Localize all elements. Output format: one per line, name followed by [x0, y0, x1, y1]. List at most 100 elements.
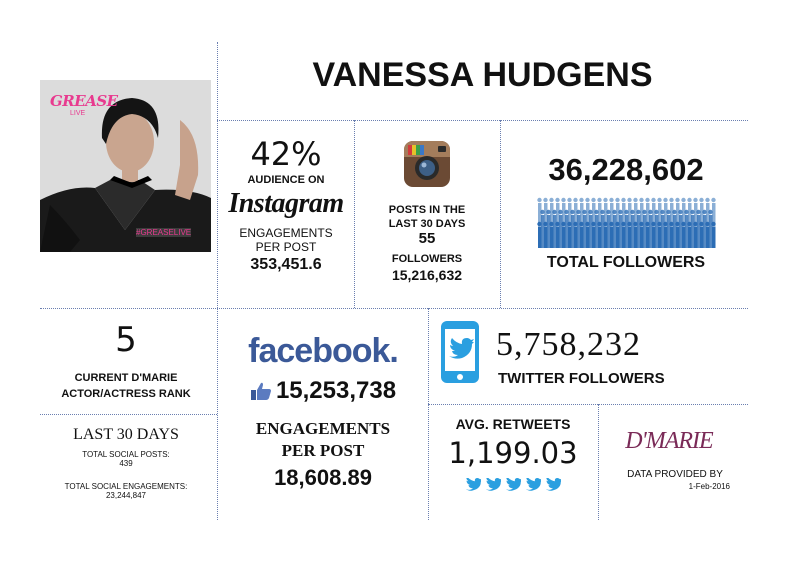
follower-figure-body	[562, 227, 566, 248]
fb-engagements-label-line2: PER POST	[281, 441, 365, 460]
follower-figure-head	[681, 221, 686, 227]
follower-figure-head	[660, 209, 665, 215]
follower-figure-head	[636, 209, 641, 215]
follower-figure-head	[645, 221, 650, 227]
follower-figure-body	[673, 215, 677, 248]
last-30-days-panel: LAST 30 DAYS TOTAL SOCIAL POSTS: 439 TOT…	[40, 420, 212, 516]
follower-figure-body	[616, 227, 620, 248]
follower-figure-body	[553, 215, 557, 248]
follower-figure-head	[672, 209, 677, 215]
follower-figure-head	[603, 221, 608, 227]
retweets-value: 1,199.03	[448, 436, 578, 470]
follower-figure-body	[697, 215, 701, 248]
follower-figure-body	[580, 227, 584, 248]
twitter-bird-icon	[485, 476, 503, 496]
follower-figure-head	[687, 197, 692, 203]
poster-hashtag: #GREASELIVE	[136, 228, 192, 237]
follower-figure-head	[618, 209, 623, 215]
follower-figure-head	[612, 209, 617, 215]
follower-figure-head	[609, 221, 614, 227]
follower-figure-body	[595, 215, 599, 248]
thumbs-up-icon	[250, 381, 272, 401]
follower-figure-body	[607, 215, 611, 248]
follower-figure-body	[583, 215, 587, 248]
social-engagements-value: 23,244,847	[105, 491, 147, 500]
social-posts-label: TOTAL SOCIAL POSTS:	[82, 450, 170, 459]
follower-figure-body	[664, 227, 668, 248]
follower-figure-head	[657, 221, 662, 227]
follower-figure-body	[712, 227, 716, 248]
rank-value: 5	[115, 320, 137, 360]
follower-figure-head	[579, 197, 584, 203]
posts-label-line1: POSTS IN THE	[388, 204, 466, 216]
divider-h-middle	[40, 308, 748, 309]
fb-engagements-label-line1: ENGAGEMENTS	[255, 419, 391, 438]
follower-figure-head	[573, 197, 578, 203]
follower-figure-body	[655, 215, 659, 248]
follower-figure-head	[687, 221, 692, 227]
divider-v-stats-2	[500, 120, 501, 308]
retweets-label: AVG. RETWEETS	[455, 416, 571, 432]
follower-figure-head	[567, 197, 572, 203]
follower-figure-body	[670, 227, 674, 248]
follower-figure-head	[552, 209, 557, 215]
divider-h-top-stats	[217, 120, 748, 121]
follower-figure-body	[622, 227, 626, 248]
follower-figure-head	[669, 221, 674, 227]
follower-figure-head	[651, 221, 656, 227]
follower-figure-head	[690, 209, 695, 215]
follower-figure-head	[639, 197, 644, 203]
instagram-followers-label: FOLLOWERS	[391, 253, 463, 265]
follower-figure-body	[637, 215, 641, 248]
follower-figure-head	[639, 221, 644, 227]
profile-photo: GREASE LIVE #GREASELIVE	[40, 80, 211, 252]
follower-figure-head	[663, 197, 668, 203]
instagram-stats-panel: 42% AUDIENCE ON Instagram ENGAGEMENTS PE…	[222, 128, 350, 303]
poster-subtitle: LIVE	[70, 110, 86, 117]
follower-figure-body	[568, 227, 572, 248]
follower-figure-body	[634, 227, 638, 248]
follower-figure-body	[538, 227, 542, 248]
follower-figure-head	[678, 209, 683, 215]
follower-figure-head	[597, 197, 602, 203]
fb-engagements-value: 18,608.89	[274, 465, 372, 490]
follower-figure-head	[555, 197, 560, 203]
follower-figure-head	[654, 209, 659, 215]
posts-value: 55	[418, 230, 436, 247]
follower-figure-body	[706, 227, 710, 248]
rank-panel: 5 CURRENT D'MARIE ACTOR/ACTRESS RANK	[40, 316, 212, 410]
twitter-birds-row	[432, 476, 594, 496]
facebook-panel: facebook. 15,253,738 ENGAGEMENTS PER POS…	[222, 316, 424, 516]
follower-figure-head	[621, 197, 626, 203]
twitter-phone-icon	[440, 320, 480, 389]
follower-figure-head	[675, 197, 680, 203]
follower-figure-body	[589, 215, 593, 248]
follower-figure-head	[594, 209, 599, 215]
follower-figure-body	[619, 215, 623, 248]
follower-figure-head	[567, 221, 572, 227]
follower-figure-head	[597, 221, 602, 227]
twitter-bird-icon	[465, 476, 483, 496]
follower-figure-head	[606, 209, 611, 215]
follower-figure-head	[549, 221, 554, 227]
follower-figure-body	[550, 227, 554, 248]
follower-figure-head	[663, 221, 668, 227]
follower-figure-head	[627, 221, 632, 227]
follower-figure-body	[676, 227, 680, 248]
follower-figure-head	[633, 197, 638, 203]
follower-figure-body	[649, 215, 653, 248]
data-provided-label: DATA PROVIDED BY	[627, 469, 723, 480]
twitter-followers-label: TWITTER FOLLOWERS	[498, 370, 665, 387]
follower-figure-head	[633, 221, 638, 227]
follower-figure-body	[646, 227, 650, 248]
follower-figure-head	[711, 221, 716, 227]
follower-figure-head	[588, 209, 593, 215]
total-followers-panel: 36,228,602 TOTAL FOLLOWERS	[504, 128, 748, 303]
portrait-illustration	[40, 80, 211, 252]
follower-figure-head	[537, 197, 542, 203]
follower-figure-head	[684, 209, 689, 215]
follower-figure-head	[543, 221, 548, 227]
divider-v-twitter	[428, 308, 429, 520]
rank-label-line1: CURRENT D'MARIE	[74, 372, 178, 384]
follower-figure-head	[645, 197, 650, 203]
